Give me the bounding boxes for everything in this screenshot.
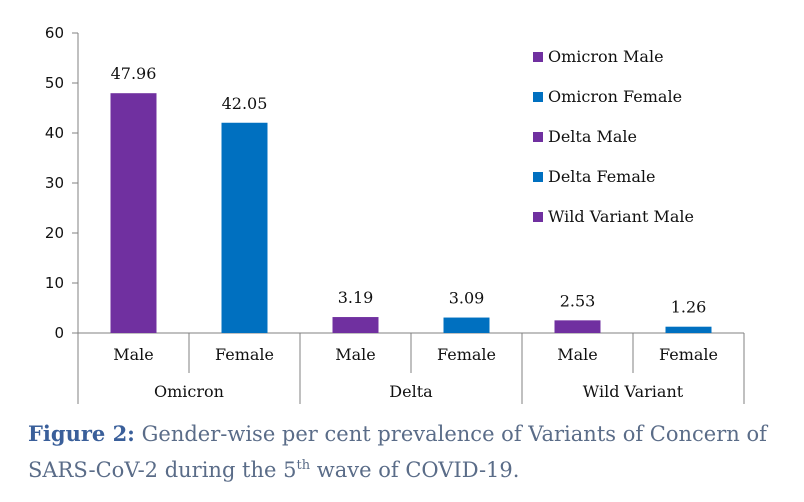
caption-text-1: Gender-wise per cent prevalence of Varia… [28, 422, 767, 482]
category-label: Male [557, 345, 598, 364]
category-label: Male [335, 345, 376, 364]
y-tick-label: 60 [45, 24, 64, 42]
figure-label: Figure 2: [28, 421, 135, 446]
y-tick-label: 50 [45, 74, 64, 92]
bar [443, 317, 490, 333]
legend: Omicron Male Omicron Female Delta Male Delt… [533, 47, 694, 226]
category-label: Male [113, 345, 154, 364]
group-label: Wild Variant [583, 382, 684, 401]
axes: 0 10 20 30 40 50 60 Male Female Male Female Male Fem… [45, 24, 745, 404]
y-tick-label: 10 [45, 274, 64, 292]
category-label: Female [215, 345, 274, 364]
bar [110, 93, 157, 333]
group-label: Omicron [154, 382, 224, 401]
legend-label: Omicron Male [548, 47, 664, 66]
group-label: Delta [389, 382, 433, 401]
legend-label: Delta Male [548, 127, 637, 146]
category-label: Female [659, 345, 718, 364]
bar-chart: 0 10 20 30 40 50 60 Male Female Male Female Male Fem… [45, 24, 745, 404]
data-label: 47.96 [111, 64, 157, 83]
legend-swatch [533, 212, 543, 222]
data-label: 42.05 [222, 94, 268, 113]
caption-superscript: th [296, 458, 311, 473]
legend-label: Omicron Female [548, 87, 682, 106]
bar [665, 326, 712, 333]
bars [110, 93, 712, 333]
legend-swatch [533, 52, 543, 62]
data-labels: 47.96 42.05 3.19 3.09 2.53 1.26 [111, 64, 707, 317]
legend-swatch [533, 92, 543, 102]
legend-swatch [533, 132, 543, 142]
legend-label: Wild Variant Male [548, 207, 694, 226]
category-label: Female [437, 345, 496, 364]
data-label: 3.09 [449, 289, 485, 308]
bar [332, 317, 379, 333]
y-tick-label: 40 [45, 124, 64, 142]
y-tick-label: 0 [54, 324, 64, 342]
caption-text-2: wave of COVID-19. [310, 458, 520, 482]
legend-label: Delta Female [548, 167, 655, 186]
data-label: 1.26 [671, 298, 707, 317]
y-tick-label: 20 [45, 224, 64, 242]
y-tick-label: 30 [45, 174, 64, 192]
figure-caption: Figure 2: Gender-wise per cent prevalenc… [28, 418, 798, 486]
bar [221, 122, 268, 333]
legend-swatch [533, 172, 543, 182]
data-label: 2.53 [560, 291, 596, 310]
bar [554, 320, 601, 333]
data-label: 3.19 [338, 288, 374, 307]
